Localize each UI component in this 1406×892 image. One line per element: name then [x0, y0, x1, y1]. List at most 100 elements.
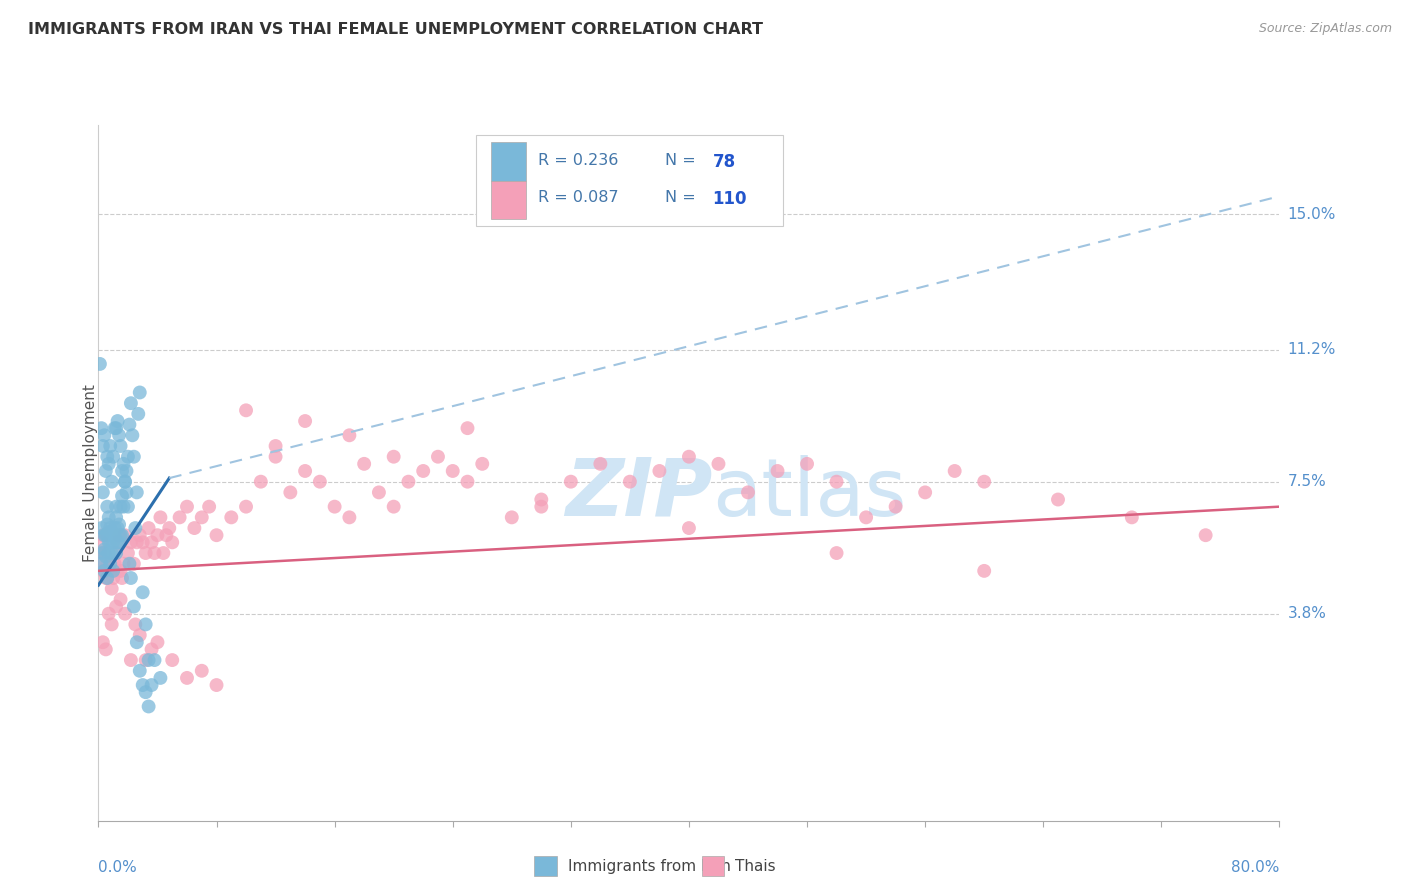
Point: [127, 407, 149, 421]
Point: [97, 607, 120, 621]
Text: R = 0.087: R = 0.087: [537, 190, 619, 204]
Point: [183, 521, 205, 535]
Point: [107, 521, 129, 535]
Point: [98, 557, 121, 571]
Point: [91, 564, 114, 578]
Point: [98, 439, 121, 453]
Point: [115, 464, 138, 478]
Point: [530, 492, 553, 507]
Point: [396, 475, 419, 489]
Point: [146, 528, 169, 542]
Point: [125, 485, 148, 500]
Point: [104, 521, 127, 535]
Point: [105, 510, 128, 524]
Y-axis label: Female Unemployment: Female Unemployment: [83, 384, 97, 562]
Point: [120, 571, 142, 585]
Point: [118, 557, 141, 571]
Point: [162, 535, 183, 549]
Point: [120, 535, 142, 549]
Point: [97, 546, 120, 560]
Point: [89, 546, 111, 560]
Point: [884, 500, 907, 514]
Point: [176, 671, 198, 685]
Point: [943, 464, 966, 478]
Point: [825, 475, 848, 489]
Point: [93, 546, 115, 560]
Point: [619, 475, 641, 489]
Point: [104, 528, 127, 542]
FancyBboxPatch shape: [477, 136, 783, 226]
Point: [103, 571, 125, 585]
Point: [91, 546, 114, 560]
Point: [111, 528, 134, 542]
Point: [97, 564, 120, 578]
Point: [90, 521, 112, 535]
Point: [766, 464, 789, 478]
Point: [110, 564, 132, 578]
Point: [138, 699, 160, 714]
Point: [707, 457, 730, 471]
Point: [107, 535, 129, 549]
Point: [90, 535, 112, 549]
Point: [149, 510, 172, 524]
Point: [132, 535, 155, 549]
Point: [412, 464, 434, 478]
Point: [323, 500, 346, 514]
Point: [128, 385, 150, 400]
Point: [104, 421, 127, 435]
Point: [91, 528, 114, 542]
Text: Thais: Thais: [735, 859, 776, 873]
Point: [149, 671, 172, 685]
Point: [128, 528, 150, 542]
Point: [114, 475, 136, 489]
Point: [471, 457, 494, 471]
Point: [146, 635, 169, 649]
Text: 11.2%: 11.2%: [1288, 343, 1336, 357]
Point: [105, 500, 128, 514]
Point: [128, 664, 150, 678]
Point: [93, 542, 115, 557]
Point: [125, 535, 148, 549]
Point: [100, 546, 122, 560]
Point: [135, 546, 157, 560]
Point: [382, 500, 405, 514]
Point: [353, 457, 375, 471]
Point: [855, 510, 877, 524]
Point: [132, 678, 155, 692]
Point: [94, 549, 117, 564]
Point: [530, 500, 553, 514]
Point: [825, 546, 848, 560]
Point: [97, 457, 120, 471]
Point: [111, 464, 134, 478]
Text: 80.0%: 80.0%: [1232, 860, 1279, 874]
Point: [112, 457, 135, 471]
Point: [90, 557, 112, 571]
Point: [337, 428, 360, 442]
Text: ZIP: ZIP: [565, 455, 713, 533]
Point: [368, 485, 391, 500]
Point: [143, 653, 166, 667]
Point: [90, 421, 112, 435]
Point: [94, 642, 117, 657]
Point: [157, 521, 180, 535]
Point: [125, 635, 148, 649]
Point: [96, 557, 118, 571]
Point: [124, 521, 146, 535]
Text: 0.0%: 0.0%: [98, 860, 138, 874]
Point: [100, 617, 122, 632]
Point: [94, 528, 117, 542]
Point: [103, 528, 125, 542]
Point: [117, 500, 139, 514]
Text: 78: 78: [713, 153, 735, 170]
Point: [219, 510, 242, 524]
Point: [110, 592, 132, 607]
Point: [105, 546, 128, 560]
Text: Immigrants from Iran: Immigrants from Iran: [568, 859, 731, 873]
Point: [1121, 510, 1143, 524]
Point: [108, 517, 131, 532]
Point: [1195, 528, 1218, 542]
Point: [278, 485, 302, 500]
FancyBboxPatch shape: [491, 180, 526, 219]
Point: [117, 450, 139, 464]
Point: [108, 535, 131, 549]
